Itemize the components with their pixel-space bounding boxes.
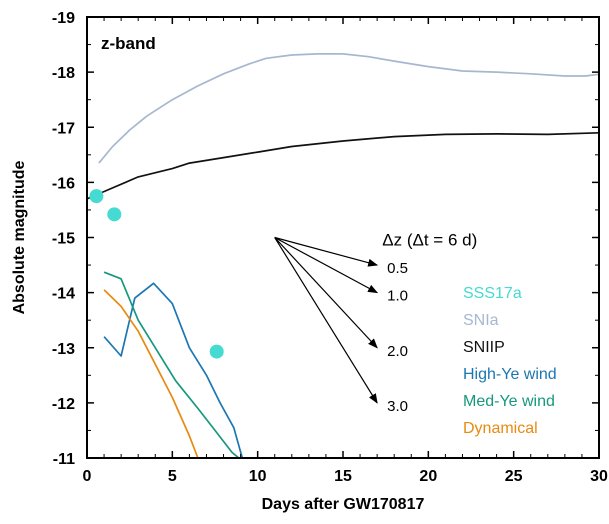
delta-z-arrow-label: 1.0 <box>387 288 408 305</box>
data-point-sss17a <box>89 189 104 204</box>
delta-z-arrow <box>274 237 378 349</box>
delta-z-arrow <box>274 236 379 294</box>
series-line-snia <box>98 53 599 164</box>
legend-entry: SNIIP <box>463 339 505 356</box>
panel-label: z-band <box>101 34 156 53</box>
delta-z-arrow-label: 2.0 <box>387 343 408 360</box>
y-tick-label: -13 <box>52 341 75 358</box>
delta-z-arrow-label: 0.5 <box>387 260 408 277</box>
y-tick-label: -19 <box>52 10 75 27</box>
series-line-dynamical <box>103 289 199 458</box>
y-tick-label: -18 <box>52 65 75 82</box>
x-axis-label: Days after GW170817 <box>262 496 425 513</box>
y-tick-label: -12 <box>52 396 75 413</box>
x-tick-label: 15 <box>334 468 352 485</box>
legend-entry: Dynamical <box>463 420 538 437</box>
plot-frame <box>86 16 600 459</box>
legend-entry: SNIa <box>463 312 499 329</box>
y-tick-label: -11 <box>53 451 75 468</box>
y-tick-label: -14 <box>52 286 75 303</box>
legend-entry: Med-Ye wind <box>463 393 555 410</box>
data-point-sss17a <box>209 344 224 359</box>
x-tick-label: 25 <box>505 468 523 485</box>
series-line-med-ye-wind <box>103 271 240 458</box>
y-axis-label: Absolute magnitude <box>11 161 28 315</box>
legend-entry: SSS17a <box>463 285 522 302</box>
series-line-sniip <box>87 131 599 200</box>
y-tick-label: -17 <box>52 120 75 137</box>
y-tick-label: -16 <box>52 175 75 192</box>
x-tick-label: 10 <box>249 468 267 485</box>
x-tick-label: 30 <box>590 468 608 485</box>
x-tick-label: 5 <box>168 468 177 485</box>
series-line-high-ye-wind <box>103 282 244 458</box>
data-point-sss17a <box>107 207 122 222</box>
delta-z-title: Δz (Δt = 6 d) <box>382 231 477 250</box>
x-tick-label: 0 <box>83 468 92 485</box>
x-tick-label: 20 <box>419 468 437 485</box>
delta-z-arrow <box>274 237 378 404</box>
legend-entry: High-Ye wind <box>463 366 557 383</box>
y-tick-label: -15 <box>52 231 75 248</box>
delta-z-arrow-label: 3.0 <box>387 398 408 415</box>
delta-z-arrow <box>274 236 379 267</box>
